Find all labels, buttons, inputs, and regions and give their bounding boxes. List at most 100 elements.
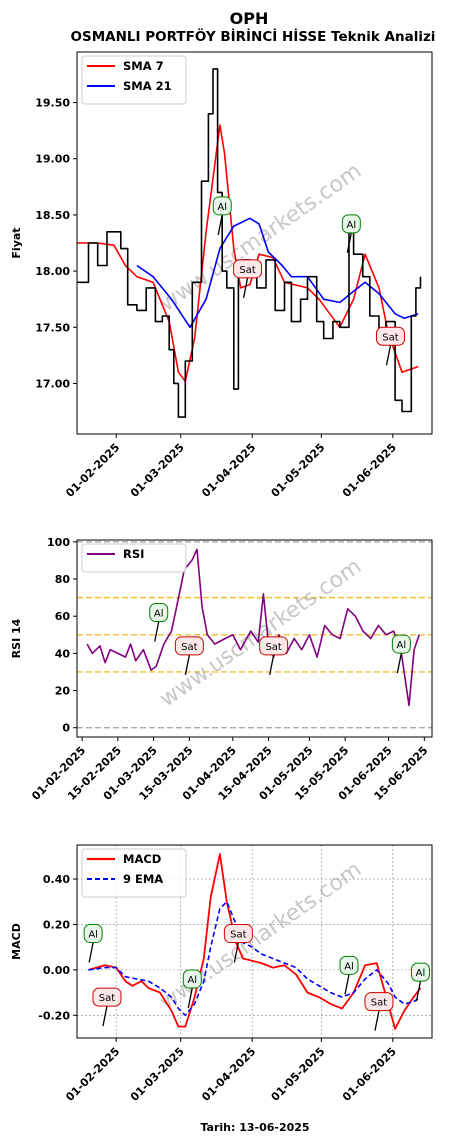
buy-signal-box (410, 962, 430, 982)
symbol-title: OPH (230, 9, 269, 28)
sell-signal-box (223, 924, 253, 944)
annotation-arrow (374, 1010, 380, 1031)
annotation-arrow (187, 987, 193, 1009)
legend-label: MACD (123, 852, 161, 866)
sell-signal-box (259, 636, 289, 656)
legend-label: SMA 21 (123, 79, 172, 93)
annotation-arrow (242, 277, 249, 298)
axes-frame (76, 844, 433, 1039)
series-line-9-ema (88, 900, 421, 1017)
x-tick-label: 01-03-2025 (128, 441, 187, 500)
legend: RSI (81, 543, 187, 573)
buy-signal-box (83, 924, 103, 944)
buy-signal-box (339, 955, 359, 975)
annotation-arrow (269, 654, 275, 676)
x-tick-label: 01-04-2025 (199, 441, 258, 500)
legend: MACD 9 EMA (81, 848, 187, 898)
series-line-sma-7 (77, 124, 419, 383)
x-axis-date-label: Tarih: 13-06-2025 (200, 1121, 309, 1134)
series-line-sma-21 (136, 217, 419, 329)
series-line-rsi (86, 548, 420, 707)
annotation-arrow (344, 974, 350, 995)
y-tick-label: 100 (47, 536, 70, 549)
annotation-label: Sat (239, 265, 255, 276)
annotation-label: Sat (265, 642, 281, 653)
legend-box (81, 543, 187, 573)
legend: SMA 7 SMA 21 (81, 55, 187, 105)
annotation-label: Sat (181, 642, 197, 653)
y-tick-label: 0.40 (43, 873, 70, 886)
legend-label: 9 EMA (123, 872, 163, 886)
y-tick-label: 40 (55, 647, 71, 660)
x-tick-label: 01-05-2025 (269, 1045, 328, 1104)
annotation-label: Al (347, 220, 357, 231)
y-tick-label: 18.50 (35, 209, 70, 222)
annotation-arrow (396, 652, 402, 674)
annotation-label: Al (397, 640, 407, 651)
buy-signal-box (182, 969, 202, 989)
annotation-label: Sat (230, 930, 246, 941)
annotation-arrow (154, 621, 160, 642)
annotation-arrow (415, 981, 422, 1002)
y-axis-label: RSI 14 (10, 618, 23, 658)
sell-signal-box (174, 636, 204, 656)
annotation-label: Sat (382, 332, 398, 343)
y-tick-label: 18.00 (35, 265, 70, 278)
series-line-macd (88, 853, 422, 1030)
y-axis-label: Fiyat (10, 227, 23, 258)
y-tick-label: 0 (62, 722, 70, 735)
macd-panel: www.uscmarkets.comAlSatAlSatAlSatAl-0.20… (10, 844, 433, 1104)
annotation-label: Al (416, 968, 426, 979)
annotation-label: Al (344, 961, 354, 972)
y-axis-label: MACD (10, 923, 23, 960)
annotation-label: Al (154, 608, 164, 619)
y-tick-label: -0.20 (38, 1009, 70, 1022)
annotation-arrow (346, 232, 352, 254)
y-tick-label: 17.00 (35, 377, 70, 390)
x-tick-label: 01-04-2025 (199, 1045, 258, 1104)
annotation-arrow (88, 942, 94, 963)
y-tick-label: 0.20 (43, 918, 70, 931)
watermark: www.uscmarkets.com (155, 159, 366, 317)
y-tick-label: 19.00 (35, 153, 70, 166)
x-tick-label: 01-06-2025 (340, 1045, 399, 1104)
annotation-label: Al (187, 975, 197, 986)
annotation-label: Sat (371, 998, 387, 1009)
buy-signal-box (149, 602, 169, 622)
annotation-arrow (102, 1006, 108, 1027)
x-tick-label: 01-06-2025 (340, 441, 399, 500)
y-tick-label: 60 (55, 610, 71, 623)
annotation-arrow (233, 942, 240, 963)
sell-signal-box (364, 992, 394, 1012)
legend-box (81, 55, 187, 105)
y-tick-label: 17.50 (35, 321, 70, 334)
y-tick-label: 0.00 (43, 964, 70, 977)
sell-signal-box (233, 259, 263, 279)
annotation-label: Al (88, 930, 98, 941)
annotation-label: Sat (99, 993, 115, 1004)
legend-label: RSI (123, 547, 144, 561)
y-tick-label: 19.50 (35, 97, 70, 110)
x-tick-label: 01-02-2025 (63, 1045, 122, 1104)
watermark: www.uscmarkets.com (155, 857, 366, 1015)
y-tick-label: 80 (55, 573, 71, 586)
x-tick-label: 01-05-2025 (269, 441, 328, 500)
annotation-arrow (385, 345, 392, 366)
buy-signal-box (341, 214, 361, 234)
sell-signal-box (376, 326, 406, 346)
legend-box (81, 848, 187, 898)
chart-title: OSMANLI PORTFÖY BİRİNCİ HİSSE Teknik Ana… (71, 27, 436, 45)
y-tick-label: 20 (55, 685, 71, 698)
buy-signal-box (212, 196, 232, 216)
sell-signal-box (92, 987, 122, 1007)
axes-frame (76, 539, 433, 738)
buy-signal-box (391, 634, 411, 654)
x-tick-label: 01-03-2025 (128, 1045, 187, 1104)
legend-label: SMA 7 (123, 59, 164, 73)
annotation-arrow (217, 214, 223, 236)
watermark: www.uscmarkets.com (155, 554, 366, 712)
axes-frame (76, 51, 433, 435)
